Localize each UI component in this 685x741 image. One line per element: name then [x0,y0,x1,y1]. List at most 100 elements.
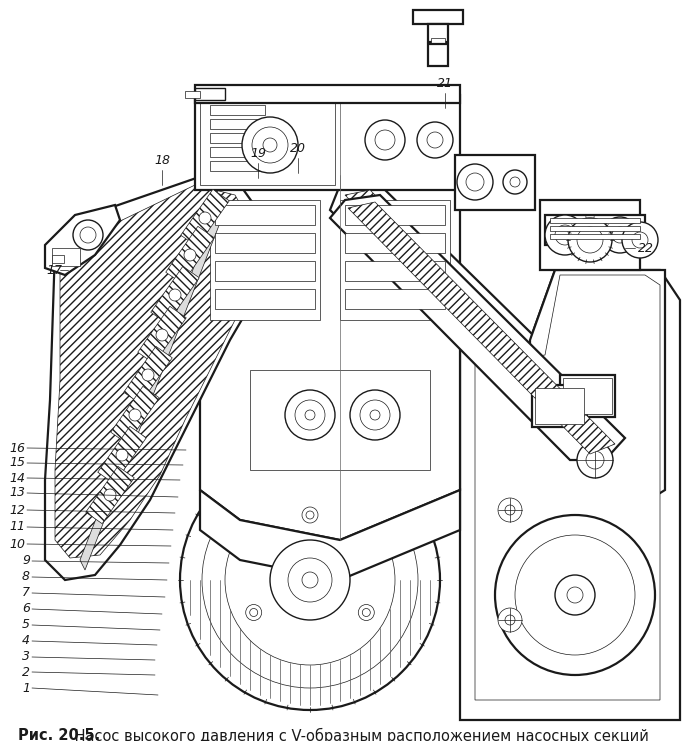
Polygon shape [330,195,625,460]
Circle shape [515,535,635,655]
Text: 8: 8 [22,571,30,583]
Circle shape [302,507,318,523]
Circle shape [365,120,405,160]
Circle shape [350,390,400,440]
Circle shape [555,225,575,245]
Circle shape [555,575,595,615]
Polygon shape [330,185,630,455]
Text: 2: 2 [22,665,30,679]
Circle shape [250,608,258,617]
Circle shape [288,558,332,602]
Circle shape [169,289,181,301]
Bar [545,215,645,245]
Circle shape [577,442,613,478]
Text: 4: 4 [22,634,30,648]
Text: 5: 5 [22,619,30,631]
Circle shape [156,329,168,341]
Polygon shape [195,95,460,190]
Circle shape [622,222,658,258]
Bar [550,226,640,231]
Polygon shape [151,266,199,324]
Bar [210,105,265,115]
Polygon shape [460,270,680,720]
Bar [215,261,315,281]
Polygon shape [45,205,120,275]
Text: 17: 17 [46,264,62,276]
Text: 1: 1 [22,682,30,694]
Circle shape [466,173,484,191]
Polygon shape [86,466,134,524]
Polygon shape [348,202,615,454]
Circle shape [612,227,628,243]
Bar [250,370,430,470]
Circle shape [417,122,453,158]
Circle shape [142,369,154,381]
Text: 7: 7 [22,586,30,599]
Bar [210,147,265,157]
Circle shape [503,170,527,194]
Circle shape [295,400,325,430]
Text: 3: 3 [22,651,30,663]
Bar [535,388,584,424]
Polygon shape [98,426,147,484]
Text: Рис. 20.5.: Рис. 20.5. [18,728,100,741]
Text: 9: 9 [22,554,30,568]
Bar [345,233,445,253]
Bar [215,289,315,309]
Polygon shape [475,275,660,700]
Polygon shape [345,190,620,450]
Circle shape [270,540,350,620]
Circle shape [116,449,128,461]
Circle shape [180,450,440,710]
Circle shape [545,215,585,255]
Circle shape [586,451,604,469]
Bar [428,44,448,66]
Polygon shape [181,190,229,247]
Circle shape [263,138,277,152]
Bar [550,218,640,223]
Bar [345,289,445,309]
Bar [431,38,445,46]
Bar [455,155,535,210]
Text: Насос высокого давления с V-образным расположением насосных секций: Насос высокого давления с V-образным рас… [70,728,649,741]
Circle shape [370,410,380,420]
Circle shape [202,472,418,688]
Text: 16: 16 [9,442,25,454]
Bar [560,375,615,417]
Circle shape [505,505,515,515]
Text: 12: 12 [9,503,25,516]
Circle shape [602,217,638,253]
Polygon shape [530,270,665,530]
Bar [413,10,463,24]
Polygon shape [138,306,186,364]
Bar [215,233,315,253]
Circle shape [498,498,522,522]
Bar [428,24,448,42]
Bar [210,119,265,129]
Circle shape [505,615,515,625]
Text: 14: 14 [9,471,25,485]
Text: 15: 15 [9,456,25,470]
Bar [210,161,265,171]
Circle shape [285,390,335,440]
Circle shape [358,605,374,620]
Circle shape [360,400,390,430]
Polygon shape [55,185,255,558]
Circle shape [362,608,371,617]
Text: 21: 21 [437,77,453,90]
Circle shape [184,249,196,261]
Bar [195,85,460,103]
Circle shape [73,220,103,250]
Circle shape [632,232,648,248]
Bar [215,205,315,225]
Circle shape [129,409,141,421]
Bar [550,234,640,239]
Text: 20: 20 [290,142,306,155]
Circle shape [306,511,314,519]
Circle shape [498,608,522,632]
Text: 13: 13 [9,487,25,499]
Text: 11: 11 [9,520,25,534]
Polygon shape [200,490,460,580]
Circle shape [80,227,96,243]
Text: 19: 19 [250,147,266,160]
